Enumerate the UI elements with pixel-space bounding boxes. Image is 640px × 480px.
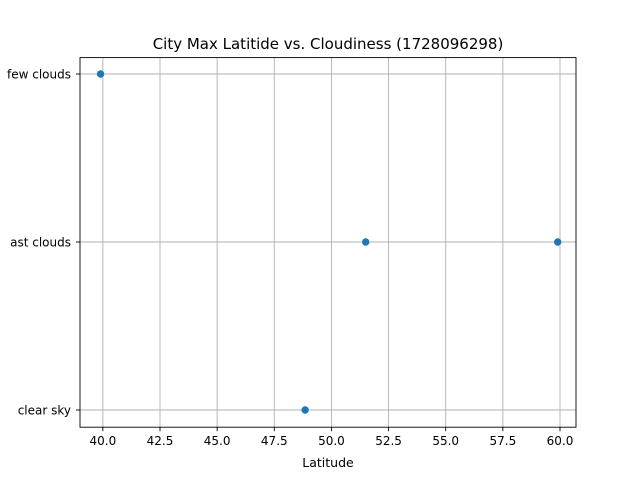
chart-title: City Max Latitide vs. Cloudiness (172809… bbox=[153, 35, 504, 53]
y-tick-label: clear sky bbox=[18, 404, 71, 418]
grid-layer bbox=[80, 57, 576, 428]
x-tick-label: 50.0 bbox=[318, 434, 345, 448]
scatter-point bbox=[362, 238, 370, 246]
x-tick-label: 52.5 bbox=[375, 434, 402, 448]
y-tick-label: few clouds bbox=[7, 68, 71, 82]
x-tick-label: 47.5 bbox=[261, 434, 288, 448]
scatter-point bbox=[301, 406, 309, 414]
x-tick-label: 40.0 bbox=[89, 434, 116, 448]
x-tick-label: 45.0 bbox=[204, 434, 231, 448]
x-tick-label: 55.0 bbox=[432, 434, 459, 448]
scatter-point bbox=[96, 70, 105, 78]
x-tick-label: 42.5 bbox=[147, 434, 174, 448]
y-tick-label: ast clouds bbox=[10, 236, 71, 250]
x-tick-label: 57.5 bbox=[489, 434, 516, 448]
plot-frame bbox=[79, 57, 577, 428]
x-axis-label: Latitude bbox=[302, 455, 354, 470]
ticks-layer: 40.0 42.5 45.0 47.5 50.0 52.5 55.0 57.5 60.0 clea… bbox=[7, 68, 573, 449]
x-tick-label: 60.0 bbox=[547, 434, 574, 448]
scatter-point bbox=[554, 238, 562, 246]
points-layer bbox=[96, 70, 562, 414]
